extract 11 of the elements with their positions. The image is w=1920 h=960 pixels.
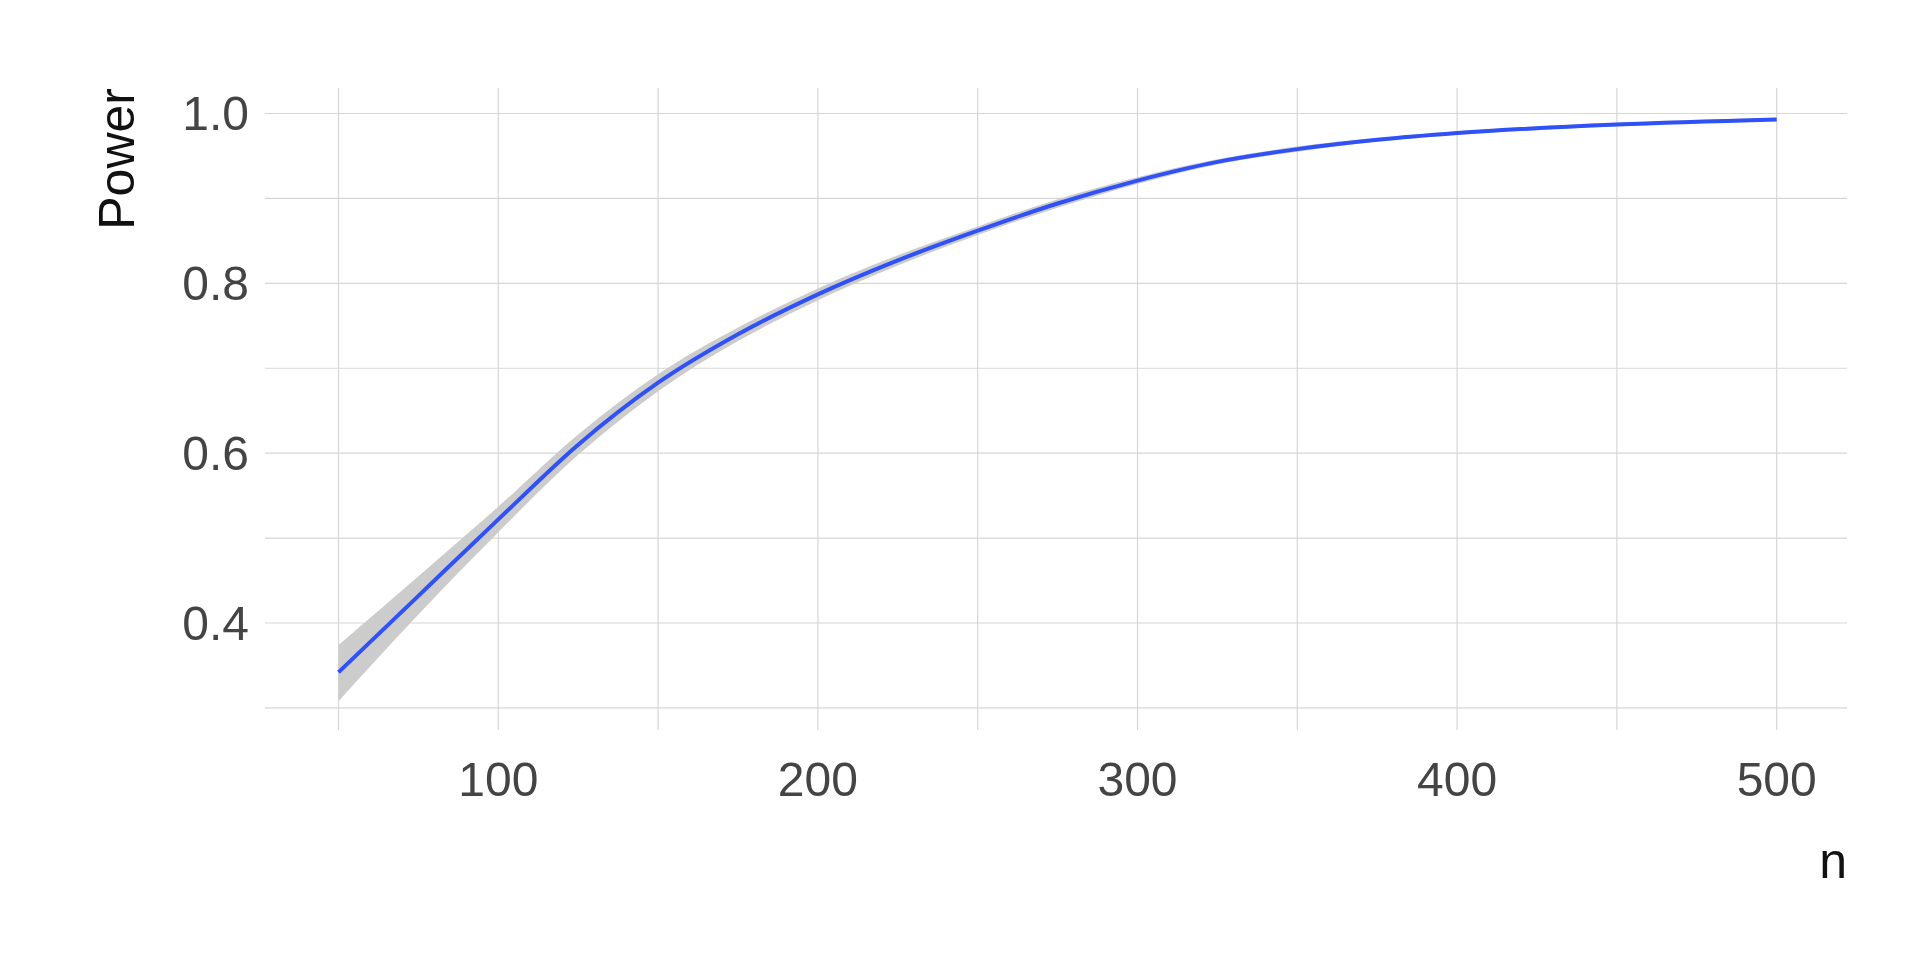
y-tick-label: 1.0 [182,87,249,141]
x-tick-label: 400 [1417,753,1498,806]
x-tick-label: 100 [458,753,539,806]
y-tick-label: 0.4 [182,596,249,650]
y-tick-label: 0.8 [182,257,249,311]
x-axis-title: n [1819,833,1847,889]
y-tick-label: 0.6 [182,426,249,480]
x-tick-label: 200 [777,753,858,806]
x-tick-label: 500 [1736,753,1817,806]
y-axis-title: Power [89,88,145,230]
x-tick-label: 300 [1097,753,1178,806]
